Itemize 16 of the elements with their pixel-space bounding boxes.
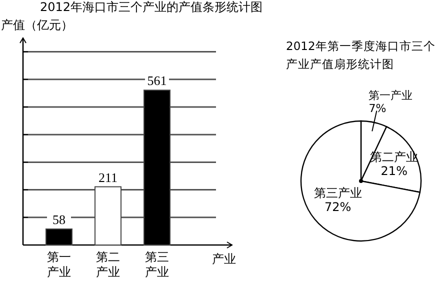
chart-title: 2012年海口市三个产业的产值条形统计图 xyxy=(40,0,263,14)
x-tick-label: 第三产业 xyxy=(144,250,170,280)
y-axis-title: 产值（亿元） xyxy=(1,18,73,32)
data-label: 58 xyxy=(47,212,71,227)
data-label: 72% xyxy=(324,200,352,214)
x-tick-label: 第一产业 xyxy=(46,250,72,280)
pie-slice xyxy=(300,120,421,242)
chart-title: 2012年第一季度海口市三个产业产值扇形统计图 xyxy=(286,38,436,73)
slice-label: 第一产业 xyxy=(368,88,413,102)
slice-label: 第三产业 xyxy=(314,186,362,200)
x-tick-label: 第二产业 xyxy=(95,250,121,280)
data-label: 211 xyxy=(96,170,120,185)
data-label: 21% xyxy=(380,164,408,178)
data-label: 7% xyxy=(368,102,386,115)
x-axis-title: 产业 xyxy=(212,252,236,266)
data-label: 561 xyxy=(145,73,169,88)
